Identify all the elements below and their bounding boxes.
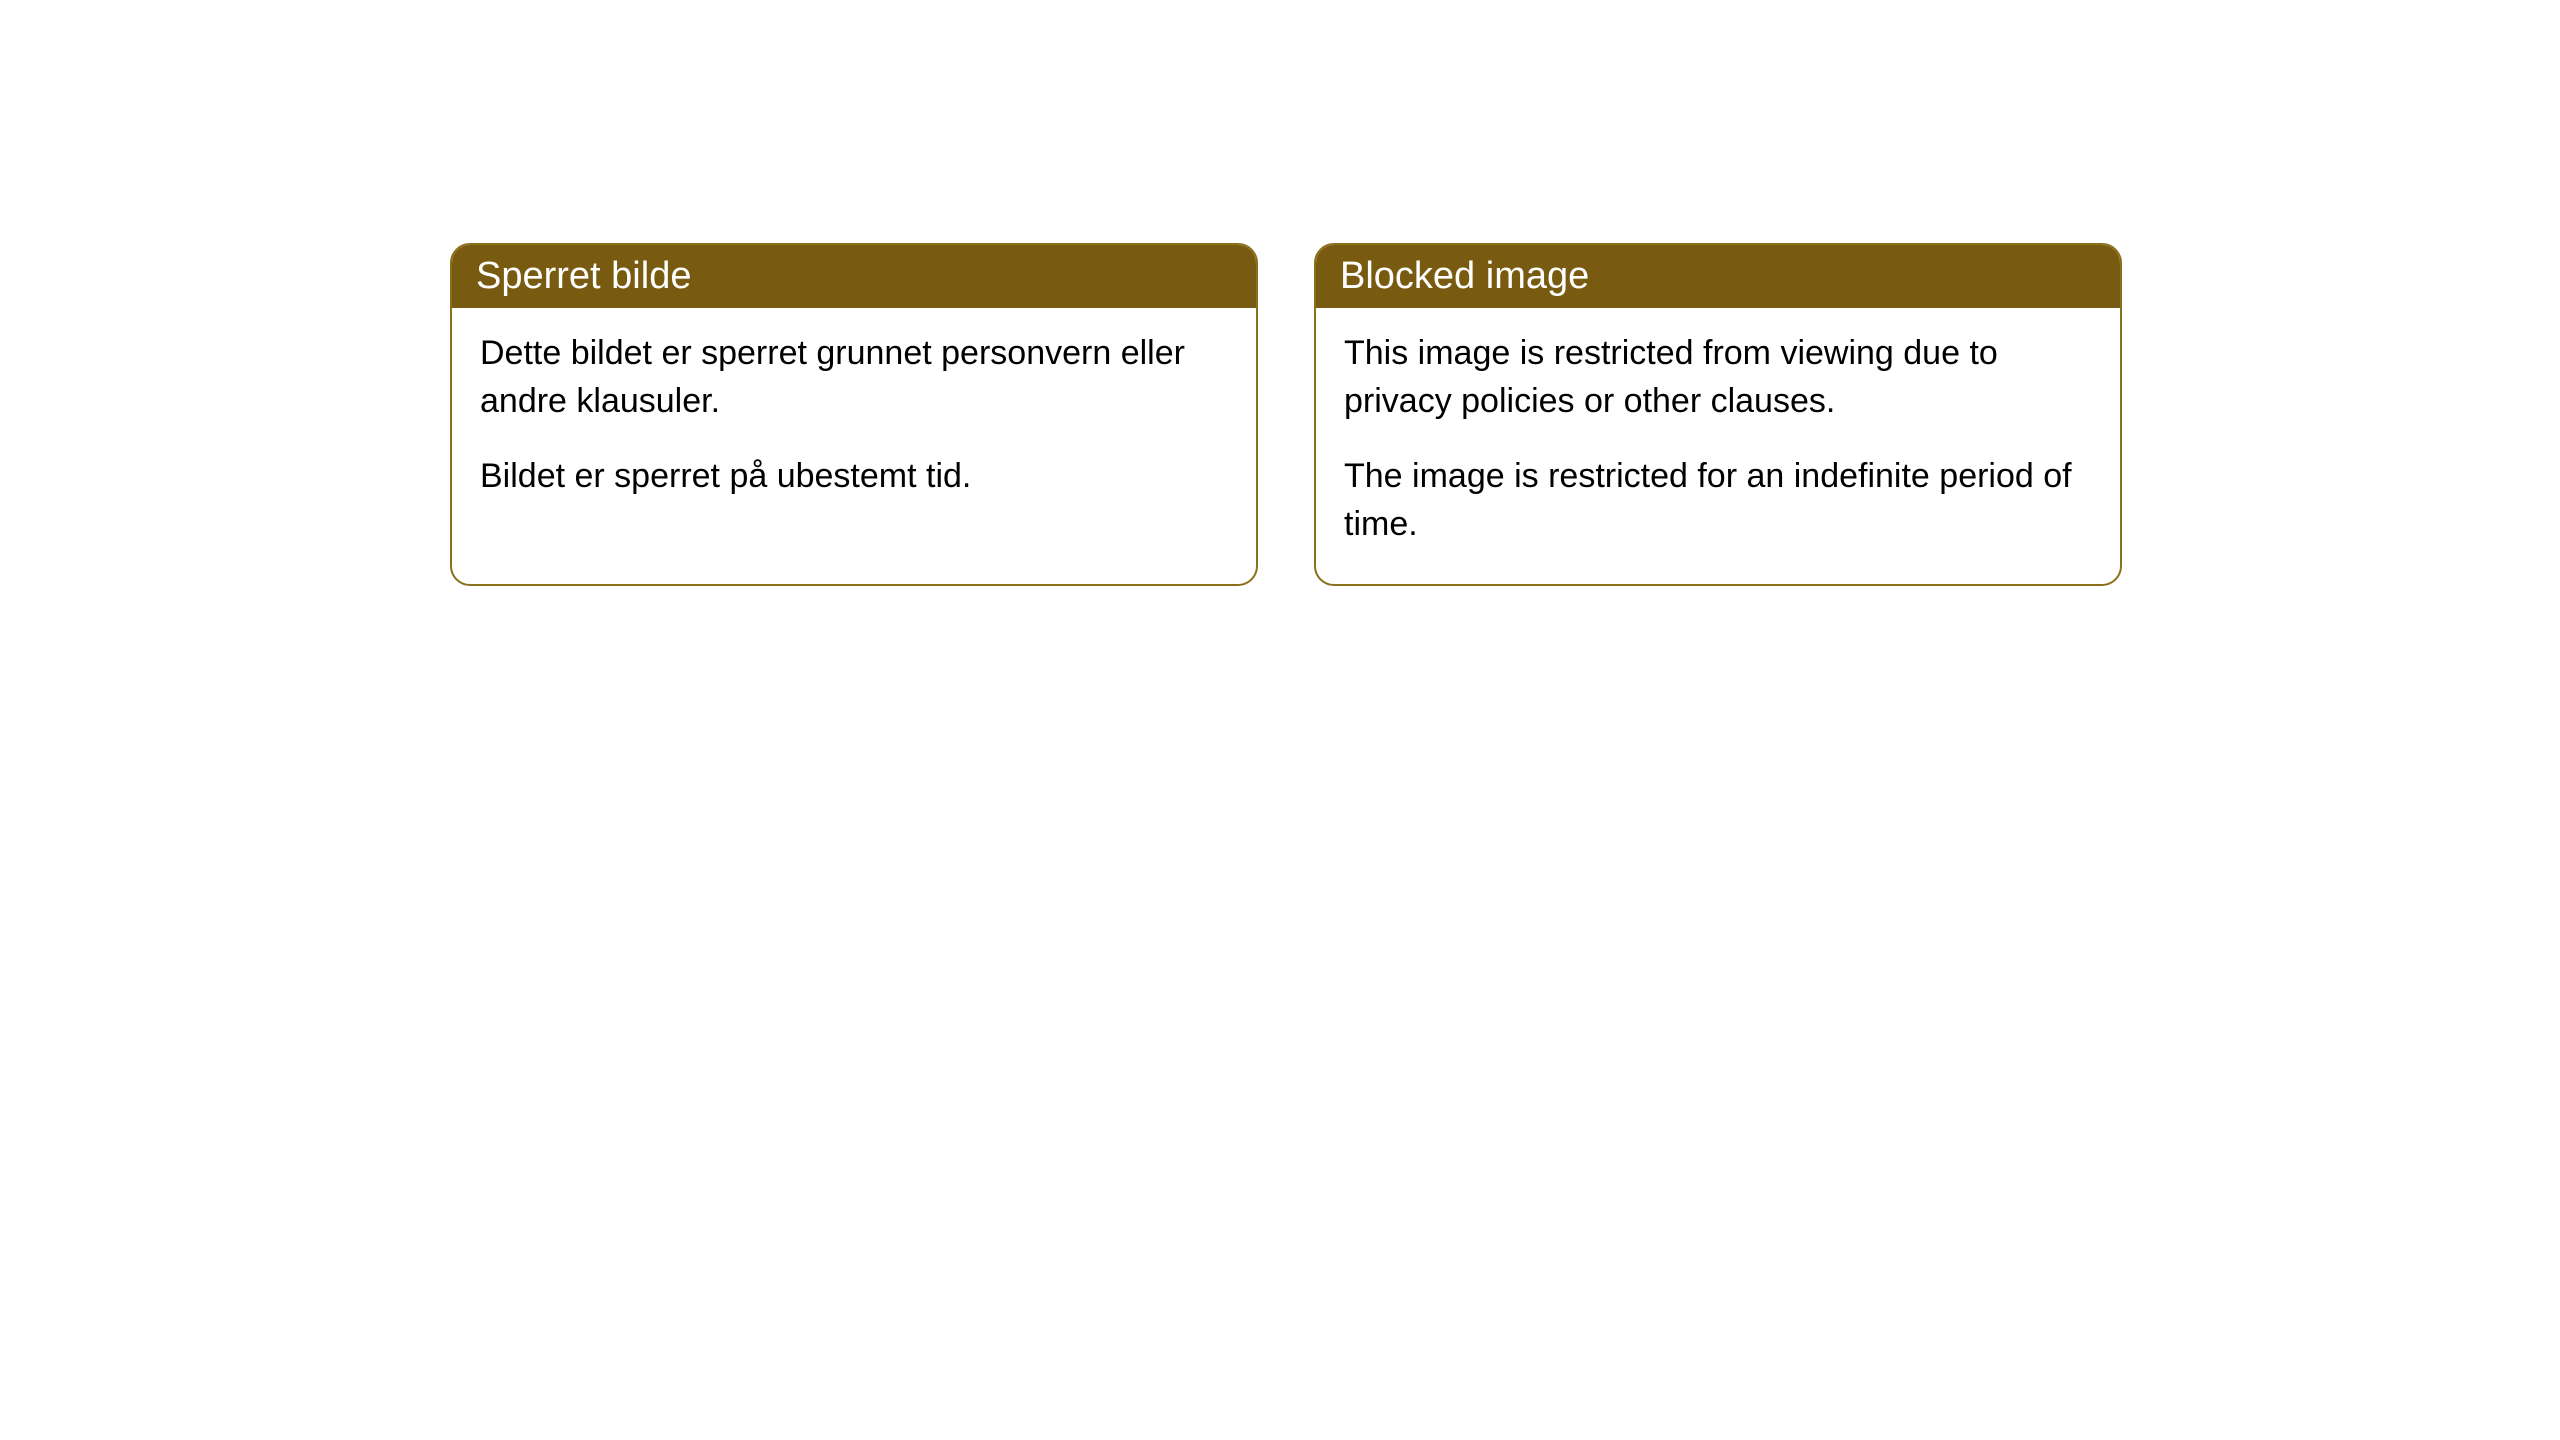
card-header: Blocked image — [1316, 245, 2120, 308]
notice-card-english: Blocked image This image is restricted f… — [1314, 243, 2122, 586]
notice-card-norwegian: Sperret bilde Dette bildet er sperret gr… — [450, 243, 1258, 586]
card-paragraph: Dette bildet er sperret grunnet personve… — [480, 330, 1228, 425]
card-paragraph: This image is restricted from viewing du… — [1344, 330, 2092, 425]
card-body: This image is restricted from viewing du… — [1316, 308, 2120, 584]
card-title: Blocked image — [1340, 255, 1589, 297]
notice-cards-container: Sperret bilde Dette bildet er sperret gr… — [450, 243, 2560, 586]
card-header: Sperret bilde — [452, 245, 1256, 308]
card-title: Sperret bilde — [476, 255, 691, 297]
card-body: Dette bildet er sperret grunnet personve… — [452, 308, 1256, 537]
card-paragraph: The image is restricted for an indefinit… — [1344, 453, 2092, 548]
card-paragraph: Bildet er sperret på ubestemt tid. — [480, 453, 1228, 501]
